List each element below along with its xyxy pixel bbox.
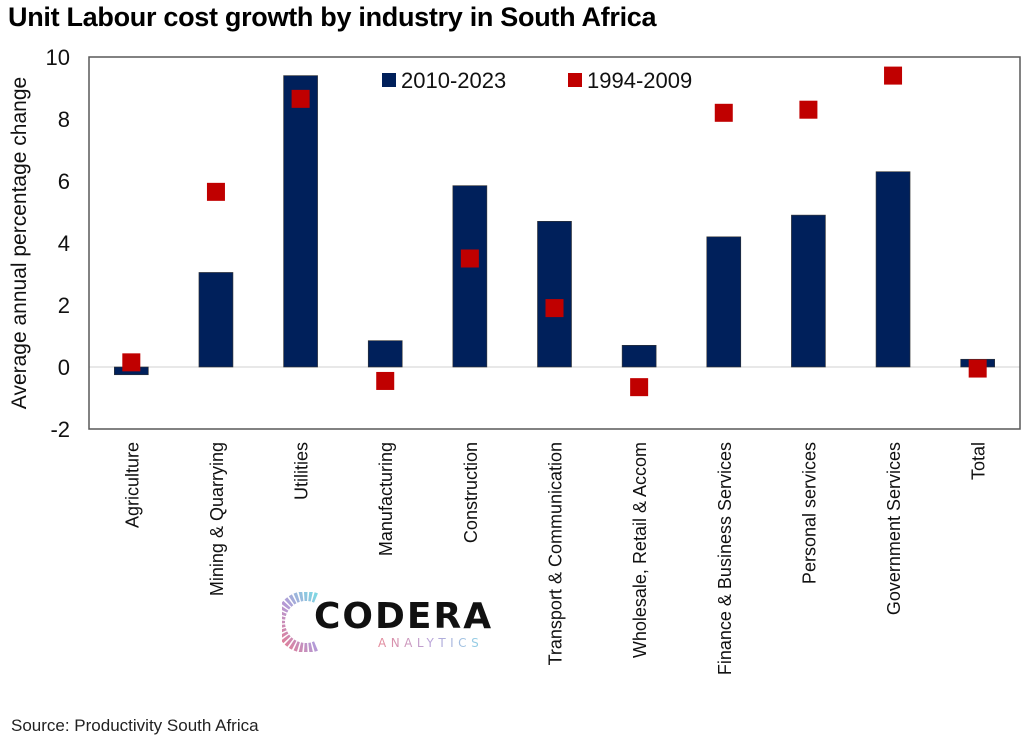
marker-1994-2009 [884,66,903,85]
marker-1994-2009 [460,249,479,268]
x-tick-label: Construction [461,442,481,543]
legend: 2010-2023 1994-2009 [382,68,692,93]
codera-logo: CODERA ANALYTICS [282,592,491,652]
marker-1994-2009 [630,378,649,397]
y-tick-label: -2 [50,417,70,442]
x-tick-label: Finance & Business Services [715,442,735,675]
source-note: Source: Productivity South Africa [11,716,259,735]
marker-1994-2009 [122,353,141,372]
x-tick-label: Mining & Quarrying [207,442,227,596]
y-axis-label: Average annual percentage change [8,77,31,409]
logo-subtitle: ANALYTICS [378,636,484,650]
y-tick-label: 0 [58,355,70,380]
bar-2010-2023 [452,185,488,368]
legend-label-1994-2009: 1994-2009 [587,68,692,93]
marker-1994-2009 [968,359,987,378]
bar-2010-2023 [791,214,826,368]
legend-label-2010-2023: 2010-2023 [401,68,506,93]
codera-logo-icon [282,592,318,652]
marker-1994-2009 [376,371,395,390]
y-tick-label: 2 [58,293,70,318]
y-tick-label: 4 [58,231,70,256]
y-tick-label: 10 [46,45,70,70]
legend-swatch-1994-2009 [568,73,582,87]
bar-2010-2023 [621,344,657,368]
marker-1994-2009 [545,299,564,318]
x-tick-label: Personal services [799,442,819,584]
x-tick-label: Total [969,442,989,480]
logo-wordmark: CODERA [314,596,494,637]
bar-2010-2023 [706,236,742,368]
marker-1994-2009 [206,182,225,201]
x-tick-label: Government Services [884,442,904,615]
bar-2010-2023 [283,75,318,368]
x-tick-label: Agriculture [122,442,142,528]
y-tick-label: 6 [58,169,70,194]
bar-2010-2023 [875,171,911,368]
x-tick-label: Manufacturing [376,442,396,556]
y-tick-label: 8 [58,107,70,132]
legend-swatch-2010-2023 [382,73,396,87]
chart-title: Unit Labour cost growth by industry in S… [8,2,657,32]
x-tick-label: Transport & Communication [546,442,566,665]
bar-2010-2023 [367,340,403,368]
marker-1994-2009 [799,100,818,119]
x-tick-label: Wholesale, Retail & Accom [630,442,650,658]
bar-2010-2023 [537,221,572,368]
marker-1994-2009 [291,89,310,108]
bar-2010-2023 [198,272,234,368]
marker-1994-2009 [714,103,733,122]
plot-frame [88,56,1021,430]
x-tick-label: Utilities [292,442,312,500]
